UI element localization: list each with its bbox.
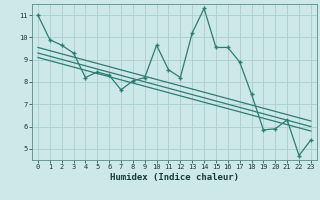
X-axis label: Humidex (Indice chaleur): Humidex (Indice chaleur) [110, 173, 239, 182]
